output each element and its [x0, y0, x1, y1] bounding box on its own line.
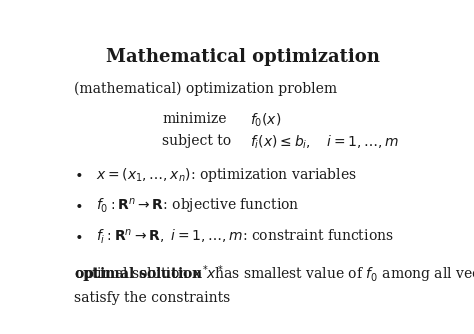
Text: $\bullet$: $\bullet$ — [74, 197, 82, 211]
Text: $f_i : \mathbf{R}^n \rightarrow \mathbf{R},\ i = 1, \ldots, m$: constraint funct: $f_i : \mathbf{R}^n \rightarrow \mathbf{… — [96, 228, 394, 246]
Text: subject to: subject to — [162, 134, 231, 148]
Text: (mathematical) optimization problem: (mathematical) optimization problem — [74, 81, 337, 96]
Text: optimal solution $x^*$ has smallest value of $f_0$ among all vectors that
satisf: optimal solution $x^*$ has smallest valu… — [74, 264, 474, 305]
Text: $f_0 : \mathbf{R}^n \rightarrow \mathbf{R}$: objective function: $f_0 : \mathbf{R}^n \rightarrow \mathbf{… — [96, 197, 300, 216]
Text: $f_0(x)$: $f_0(x)$ — [250, 112, 282, 130]
Text: $\bullet$: $\bullet$ — [74, 228, 82, 242]
Text: $x = (x_1, \ldots, x_n)$: optimization variables: $x = (x_1, \ldots, x_n)$: optimization v… — [96, 166, 356, 184]
Text: minimize: minimize — [162, 112, 227, 126]
Text: Mathematical optimization: Mathematical optimization — [106, 48, 380, 66]
Text: $f_i(x) \leq b_i, \quad i = 1, \ldots, m$: $f_i(x) \leq b_i, \quad i = 1, \ldots, m… — [250, 134, 399, 151]
Text: $\bullet$: $\bullet$ — [74, 166, 82, 180]
Text: optimal solution $x^*$: optimal solution $x^*$ — [74, 264, 224, 286]
